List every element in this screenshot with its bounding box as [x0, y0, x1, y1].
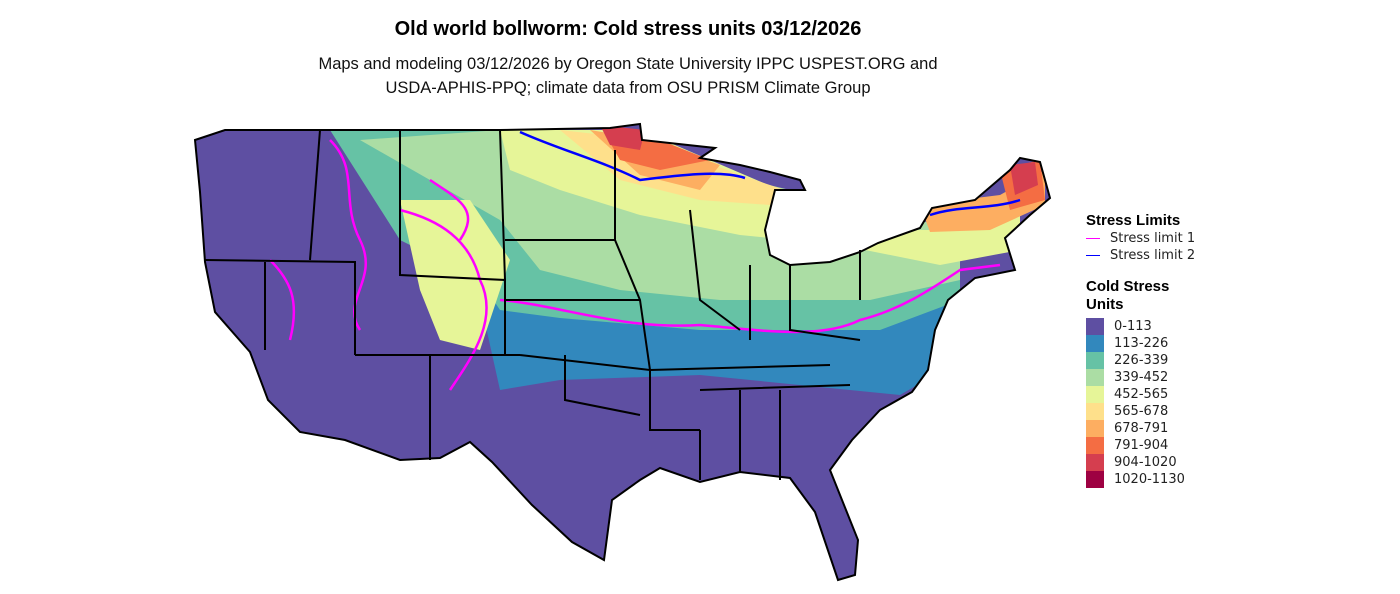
color-swatch-icon: [1086, 454, 1104, 471]
units-legend-item: 678-791: [1086, 420, 1195, 437]
map-subtitle-line2: USDA-APHIS-PPQ; climate data from OSU PR…: [385, 79, 871, 97]
color-swatch-icon: [1086, 471, 1104, 488]
units-legend-item: 565-678: [1086, 403, 1195, 420]
stress-limit-2-contour: [519, 130, 1021, 217]
cold-stress-legend-title: Cold Stress Units: [1086, 278, 1170, 313]
color-swatch-icon: [1086, 318, 1104, 335]
units-legend-item: 452-565: [1086, 386, 1195, 403]
cold-stress-raster: [195, 124, 1050, 580]
units-legend-item: 1020-1130: [1086, 471, 1195, 488]
color-swatch-icon: [1086, 386, 1104, 403]
stress-limit-1-contour: [269, 139, 1001, 391]
units-legend-item: 339-452: [1086, 369, 1195, 386]
map-subtitle-line1: Maps and modeling 03/12/2026 by Oregon S…: [318, 55, 938, 73]
map-title: Old world bollworm: Cold stress units 03…: [394, 18, 862, 40]
units-legend-item: 113-226: [1086, 335, 1195, 352]
color-swatch-icon: [1086, 369, 1104, 386]
state-boundaries: [194, 123, 1051, 581]
color-swatch-icon: [1086, 403, 1104, 420]
units-legend-item: 904-1020: [1086, 454, 1195, 471]
units-legend-item: 791-904: [1086, 437, 1195, 454]
us-map: [194, 123, 1051, 581]
units-legend-item: 0-113: [1086, 318, 1195, 335]
map-legend: Stress Limits Stress limit 1 Stress limit…: [1086, 212, 1195, 488]
stress-limits-legend-title: Stress Limits: [1086, 212, 1181, 229]
stress-legend-item: Stress limit 1: [1086, 230, 1195, 247]
color-swatch-icon: [1086, 335, 1104, 352]
color-swatch-icon: [1086, 437, 1104, 454]
line-swatch-icon: [1086, 255, 1100, 256]
color-swatch-icon: [1086, 420, 1104, 437]
stress-legend-item: Stress limit 2: [1086, 247, 1195, 264]
units-legend-item: 226-339: [1086, 352, 1195, 369]
color-swatch-icon: [1086, 352, 1104, 369]
line-swatch-icon: [1086, 238, 1100, 239]
